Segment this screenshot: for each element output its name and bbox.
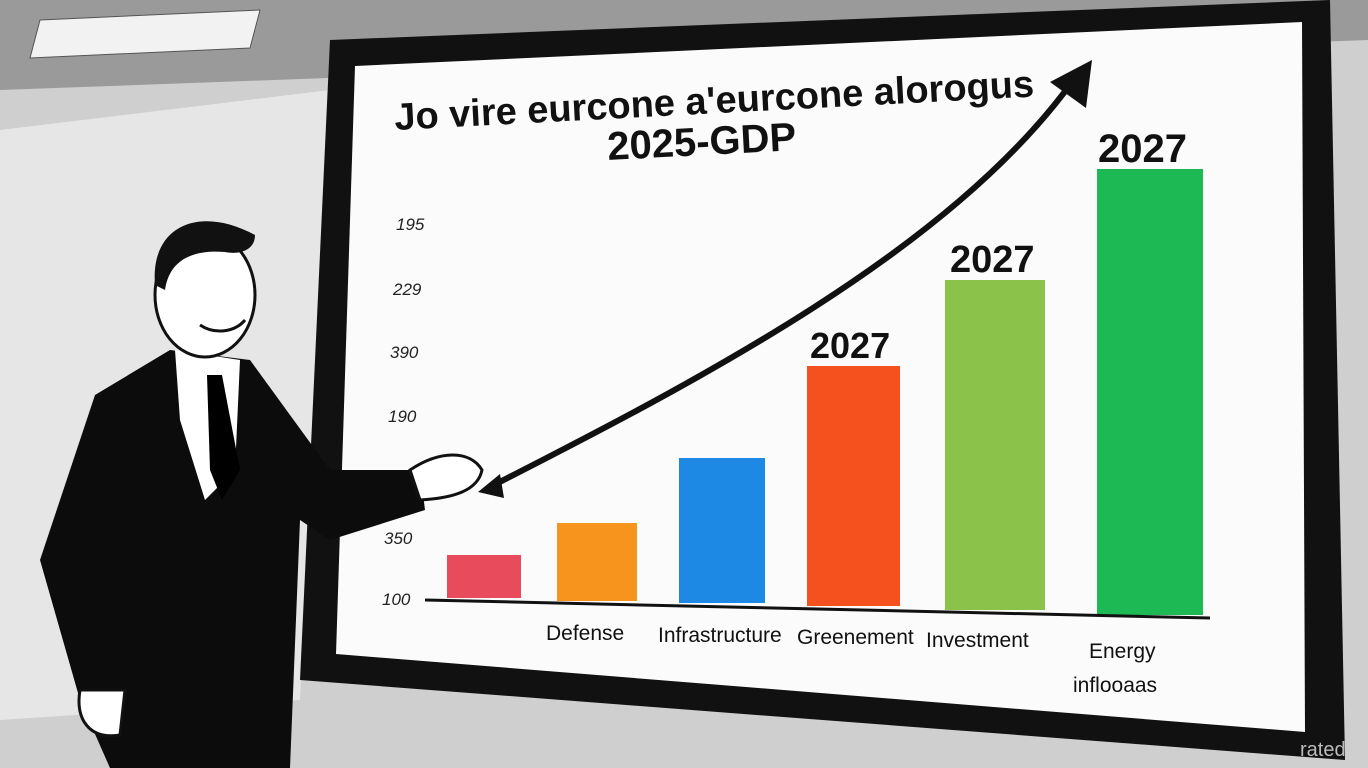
trend-arrow <box>486 80 1075 491</box>
bar-label: 2027 <box>810 325 890 366</box>
bar <box>807 366 900 606</box>
baseline <box>424 598 1211 620</box>
hand <box>408 453 484 502</box>
bar-label: 2027 <box>1098 127 1187 171</box>
bar <box>1097 169 1203 615</box>
arrow-head <box>1050 60 1092 108</box>
smile <box>199 318 247 333</box>
y-label: 350 <box>384 529 413 548</box>
watermark: rated <box>1300 739 1346 761</box>
y-label: 229 <box>392 280 422 299</box>
category-label: inflooaas <box>1073 674 1157 697</box>
y-label: 100 <box>382 590 411 609</box>
y-label: 195 <box>396 215 425 234</box>
bar <box>945 280 1045 610</box>
hair <box>154 221 255 290</box>
category-label: Infrastructure <box>658 624 782 647</box>
bar <box>557 523 637 601</box>
category-label: Investment <box>926 629 1029 652</box>
subtitle: 2025-GDP <box>606 115 797 169</box>
category-label: Energy <box>1089 640 1156 663</box>
category-label: Greenement <box>797 626 914 649</box>
tie <box>207 375 240 500</box>
category-label: Defense <box>546 622 624 645</box>
ceiling-light <box>29 9 261 59</box>
y-label: 190 <box>388 407 417 426</box>
arrow-tail <box>478 474 504 498</box>
suit <box>40 350 425 768</box>
bar <box>447 555 521 598</box>
y-label: 390 <box>390 343 419 362</box>
left-hand <box>77 688 127 738</box>
bar <box>679 458 765 603</box>
bar-label: 2027 <box>950 239 1035 281</box>
